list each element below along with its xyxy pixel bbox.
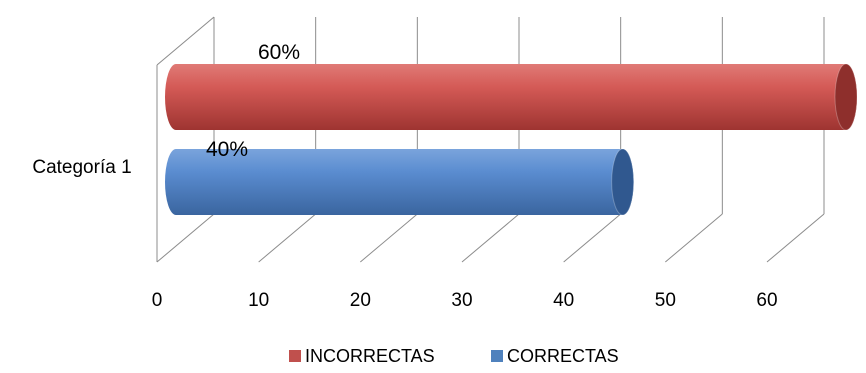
- x-tick-label: 60: [756, 290, 777, 311]
- bar-layer: [165, 63, 858, 216]
- data-label: 60%: [258, 41, 300, 64]
- gridline-floor: [461, 213, 520, 263]
- x-tick-label: 10: [248, 290, 269, 311]
- bar-end-cap: [834, 63, 858, 131]
- x-tick-label: 0: [152, 290, 163, 311]
- legend-swatch: [491, 350, 503, 362]
- gridline-floor: [258, 213, 316, 263]
- legend-label: INCORRECTAS: [305, 346, 435, 366]
- x-tick-label: 50: [655, 290, 676, 311]
- category-label: Categoría 1: [32, 157, 131, 178]
- gridline-floor: [766, 213, 825, 263]
- gridline-floor: [156, 213, 215, 263]
- gridline-wall-top: [156, 16, 215, 66]
- x-tick-label: 40: [553, 290, 574, 311]
- legend: INCORRECTAS CORRECTAS: [289, 346, 619, 366]
- x-tick-label: 20: [350, 290, 371, 311]
- data-label: 40%: [206, 138, 248, 161]
- gridline-floor: [360, 213, 418, 263]
- label-layer: 0 10 20 30 40 50 60 Categoría 1 60% 40%: [32, 41, 777, 311]
- bar-incorrectas: [165, 64, 857, 130]
- x-tick-label: 30: [451, 290, 472, 311]
- gridline-floor: [563, 213, 621, 263]
- gridline-floor: [665, 213, 723, 263]
- bar-correctas: [165, 149, 634, 215]
- legend-swatch: [289, 350, 301, 362]
- legend-label: CORRECTAS: [507, 346, 619, 366]
- bar-end-cap: [611, 148, 635, 216]
